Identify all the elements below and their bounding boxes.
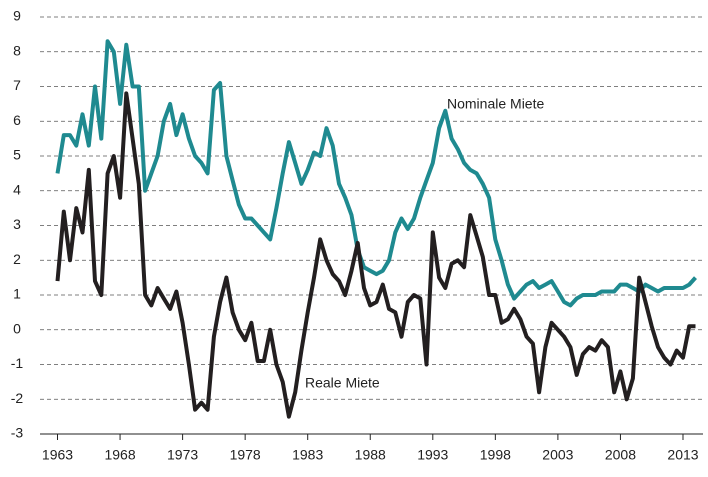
series-label: Reale Miete — [305, 375, 380, 391]
x-tick-label: 2003 — [542, 447, 573, 463]
y-tick-label: -2 — [11, 390, 24, 406]
x-tick-label: 1963 — [42, 447, 73, 463]
x-tick-label: 2013 — [667, 447, 698, 463]
y-tick-label: 7 — [13, 77, 21, 93]
x-tick-label: 2008 — [605, 447, 636, 463]
x-tick-label: 1998 — [480, 447, 511, 463]
x-tick-label: 1983 — [292, 447, 323, 463]
y-tick-label: 3 — [13, 216, 21, 232]
y-tick-label: -1 — [11, 355, 24, 371]
series-line — [55, 91, 696, 419]
y-tick-label: 1 — [13, 286, 21, 302]
series-line — [55, 39, 697, 308]
x-tick-label: 1968 — [104, 447, 135, 463]
x-tick-label: 1993 — [417, 447, 448, 463]
y-tick-label: 0 — [13, 320, 21, 336]
y-tick-label: 2 — [13, 251, 21, 267]
series-label: Nominale Miete — [447, 96, 544, 112]
y-tick-label: -3 — [11, 425, 24, 441]
x-tick-label: 1973 — [167, 447, 198, 463]
y-tick-label: 6 — [13, 112, 21, 128]
y-tick-label: 5 — [13, 147, 21, 163]
x-tick-label: 1988 — [355, 447, 386, 463]
y-tick-label: 4 — [13, 181, 21, 197]
x-tick-label: 1978 — [230, 447, 261, 463]
y-tick-label: 9 — [13, 8, 21, 24]
y-tick-label: 8 — [13, 42, 21, 58]
